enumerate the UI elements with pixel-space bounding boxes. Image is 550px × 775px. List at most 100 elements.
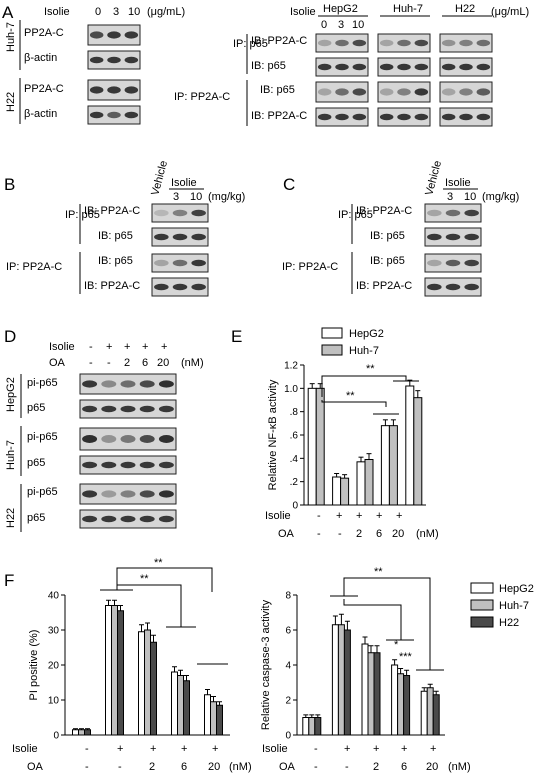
a2-ip-pp2a-label: IP: PP2A-C [174, 91, 230, 103]
e-legend-swatch-hepg2 [321, 327, 343, 339]
y-tick-label: .2 [290, 477, 299, 488]
f1-isolie-2: + [117, 743, 123, 755]
blot-band [82, 461, 98, 469]
bar-huh-7 [337, 624, 345, 736]
bar-hepg2 [356, 461, 366, 506]
blot-band [158, 461, 174, 469]
panel-label-f: F [4, 571, 14, 590]
f2-significance [330, 577, 444, 671]
c-ib-p65-label-1: IB: p65 [370, 230, 405, 242]
blot-band [476, 88, 491, 96]
e-bracket-1 [321, 375, 407, 397]
blot-a2-hepg2-ibpp2a [315, 33, 369, 53]
blot-band [445, 233, 461, 241]
blot-band [379, 88, 394, 96]
blot-band [139, 380, 155, 388]
f2-isolie-2: + [344, 743, 350, 755]
f1-isolie-3: + [150, 743, 156, 755]
y-tick-label: 0 [292, 501, 298, 512]
bar-huh-7 [111, 605, 118, 736]
bar-huh-7 [308, 717, 316, 736]
bar-hepg2 [420, 690, 428, 736]
d-isolie-4: + [142, 341, 148, 353]
f2-annot-2: *** [399, 651, 413, 663]
blot-band [317, 88, 332, 96]
f2-isolie-3: + [373, 743, 379, 755]
e-legend: HepG2 Huh-7 [321, 327, 384, 357]
f1-oa-label: OA [27, 761, 44, 773]
blot-band [82, 435, 98, 443]
blot-band [191, 209, 206, 217]
blot-band [154, 259, 169, 267]
a-dose-0: 0 [95, 6, 101, 18]
blot-band [441, 39, 456, 47]
blot-band [139, 435, 155, 443]
blot-band [101, 405, 117, 413]
blot-band [107, 31, 121, 39]
blot-band [191, 233, 206, 241]
a2-hepg2-dose-10: 10 [352, 19, 364, 31]
bar-huh-7 [315, 387, 325, 506]
blot-c-ibp65-2 [424, 253, 482, 273]
blot-a-h22-pp2a [87, 79, 141, 101]
f1-unit: (nM) [229, 761, 252, 773]
blot-d-huh7-p65 [79, 455, 177, 475]
f1-oa-5: 20 [208, 761, 220, 773]
f1-treatment-rows: Isolie OA - + + + + - - 2 6 20 (nM) [12, 743, 252, 773]
blot-band [441, 88, 456, 96]
blot-band [89, 86, 104, 94]
y-tick-label: 8 [285, 591, 291, 602]
chart-e: 0 .2 .4 .6 .8 1.0 1.2 Relative NF-κB activity [267, 361, 426, 512]
e-isolie-1: - [317, 510, 321, 522]
blot-band [379, 39, 394, 47]
a2-ib-p65-label-2: IB: p65 [260, 84, 295, 96]
chart-f-left: 0 10 20 30 40 PI positive (%) [28, 591, 230, 742]
a2-ib-pp2a-label-2: IB: PP2A-C [251, 110, 307, 122]
f1-oa-4: 6 [181, 761, 187, 773]
blot-band [397, 113, 411, 121]
blot-band [158, 405, 174, 413]
a-dose-3: 3 [113, 6, 119, 18]
a-bactin-label-2: β-actin [24, 108, 57, 120]
blot-band [82, 515, 98, 523]
y-tick-label: 1.2 [284, 361, 298, 372]
f1-sig-2: ** [140, 573, 149, 585]
blot-band [352, 88, 367, 96]
b-ib-p65-label-1: IB: p65 [98, 230, 133, 242]
d-hepg2-side-label: HepG2 [5, 377, 17, 412]
bar-h22 [117, 610, 124, 736]
f1-bracket-2 [116, 584, 182, 627]
e-legend-hepg2: HepG2 [349, 328, 384, 340]
blot-a2-h22-ibpp2a-2 [439, 107, 493, 127]
y-tick-label: .6 [290, 431, 299, 442]
blot-band [414, 63, 429, 71]
e-oa-4: 6 [376, 528, 382, 540]
blot-band [101, 461, 117, 469]
blot-band [397, 88, 411, 96]
y-tick-label: 2 [285, 696, 291, 707]
blot-b-ibpp2a-2 [151, 277, 209, 297]
bar-hepg2 [72, 729, 79, 736]
bar-hepg2 [332, 476, 342, 506]
e-legend-huh7: Huh-7 [349, 345, 379, 357]
f2-oa-1: - [314, 761, 318, 773]
d-pip65-label-3: pi-p65 [27, 486, 58, 498]
e-treatment-rows: Isolie OA - + + + + - - 2 6 20 (nM) [265, 510, 439, 540]
blot-band [89, 56, 104, 64]
f1-oa-1: - [85, 761, 89, 773]
blot-band [191, 259, 206, 267]
a2-ib-p65-label-1: IB: p65 [251, 60, 286, 72]
blot-b-ibp65 [151, 227, 209, 247]
panel-label-a: A [2, 3, 14, 22]
blot-band [154, 283, 169, 291]
blot-band [101, 490, 117, 498]
blot-band [427, 233, 442, 241]
b-ip-p65-label: IP: p65 [65, 209, 100, 221]
e-isolie-3: + [356, 510, 362, 522]
bar-huh-7 [397, 673, 405, 736]
c-ip-p65-label: IP: p65 [338, 209, 373, 221]
f2-bracket-1 [343, 577, 431, 670]
bar-h22 [343, 629, 351, 736]
f-legend: HepG2 Huh-7 H22 [470, 582, 534, 629]
f1-isolie-4: + [181, 743, 187, 755]
